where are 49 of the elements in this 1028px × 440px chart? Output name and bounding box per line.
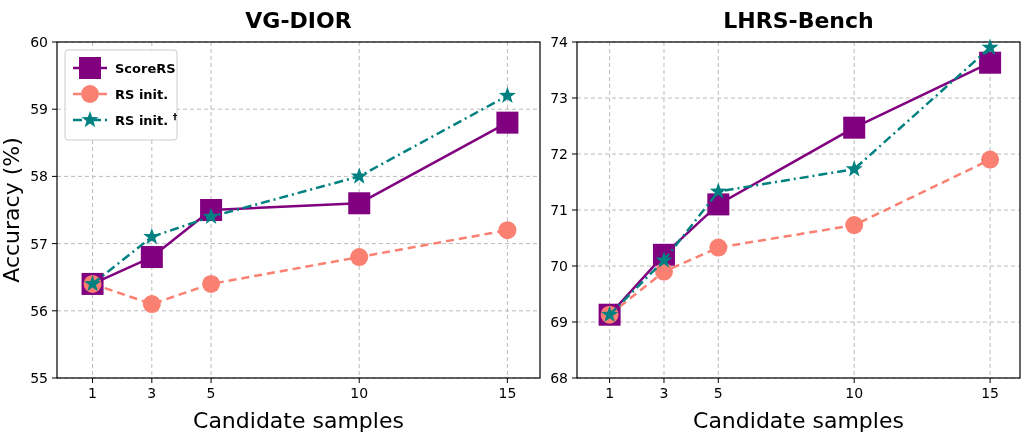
point bbox=[498, 221, 517, 240]
x-tick-label: 1 bbox=[605, 385, 615, 401]
point bbox=[843, 116, 866, 139]
x-tick-label: 1 bbox=[88, 385, 98, 401]
point bbox=[981, 150, 1000, 169]
x-tick-label: 15 bbox=[981, 385, 1000, 401]
point bbox=[348, 192, 371, 215]
y-tick-label: 57 bbox=[30, 235, 48, 252]
point bbox=[709, 238, 728, 257]
y-tick-label: 55 bbox=[30, 370, 48, 386]
point bbox=[845, 216, 864, 235]
y-tick-label: 56 bbox=[30, 302, 49, 319]
y-tick-label: 74 bbox=[550, 34, 569, 50]
chart-title: VG-DIOR bbox=[245, 8, 352, 33]
x-tick-label: 10 bbox=[845, 385, 864, 401]
x-tick-label: 15 bbox=[498, 385, 517, 401]
x-tick-label: 10 bbox=[350, 385, 369, 401]
point bbox=[979, 51, 1002, 74]
legend-label: RS init. $^{†}$ bbox=[115, 112, 178, 128]
y-tick-label: 69 bbox=[550, 314, 568, 330]
y-tick-label: 68 bbox=[550, 370, 568, 386]
y-tick-label: 72 bbox=[550, 146, 568, 162]
x-tick-label: 5 bbox=[206, 385, 216, 401]
legend-label: RS init. bbox=[115, 87, 169, 102]
point bbox=[496, 111, 519, 134]
y-tick-label: 59 bbox=[30, 101, 48, 118]
point bbox=[498, 86, 516, 104]
point bbox=[143, 227, 161, 245]
legend-label: ScoreRS bbox=[115, 61, 176, 76]
x-tick-label: 5 bbox=[713, 385, 723, 401]
x-tick-label: 3 bbox=[147, 385, 157, 401]
point bbox=[350, 248, 369, 267]
point bbox=[845, 160, 863, 177]
y-tick-label: 73 bbox=[550, 90, 568, 106]
point bbox=[142, 295, 161, 314]
x-axis-title: Candidate samples bbox=[693, 408, 904, 433]
point bbox=[202, 274, 221, 293]
point bbox=[981, 38, 999, 55]
y-tick-label: 58 bbox=[30, 168, 48, 185]
x-axis-title: Candidate samples bbox=[193, 408, 404, 433]
point bbox=[709, 182, 727, 199]
y-tick-label: 71 bbox=[550, 202, 568, 218]
point bbox=[350, 167, 368, 184]
x-tick-label: 3 bbox=[659, 385, 669, 401]
y-tick-label: 70 bbox=[550, 258, 568, 274]
y-tick-label: 60 bbox=[30, 34, 48, 50]
chart-title: LHRS-Bench bbox=[723, 8, 874, 33]
point bbox=[140, 246, 163, 269]
y-axis-title: Accuracy (%) bbox=[0, 137, 24, 283]
